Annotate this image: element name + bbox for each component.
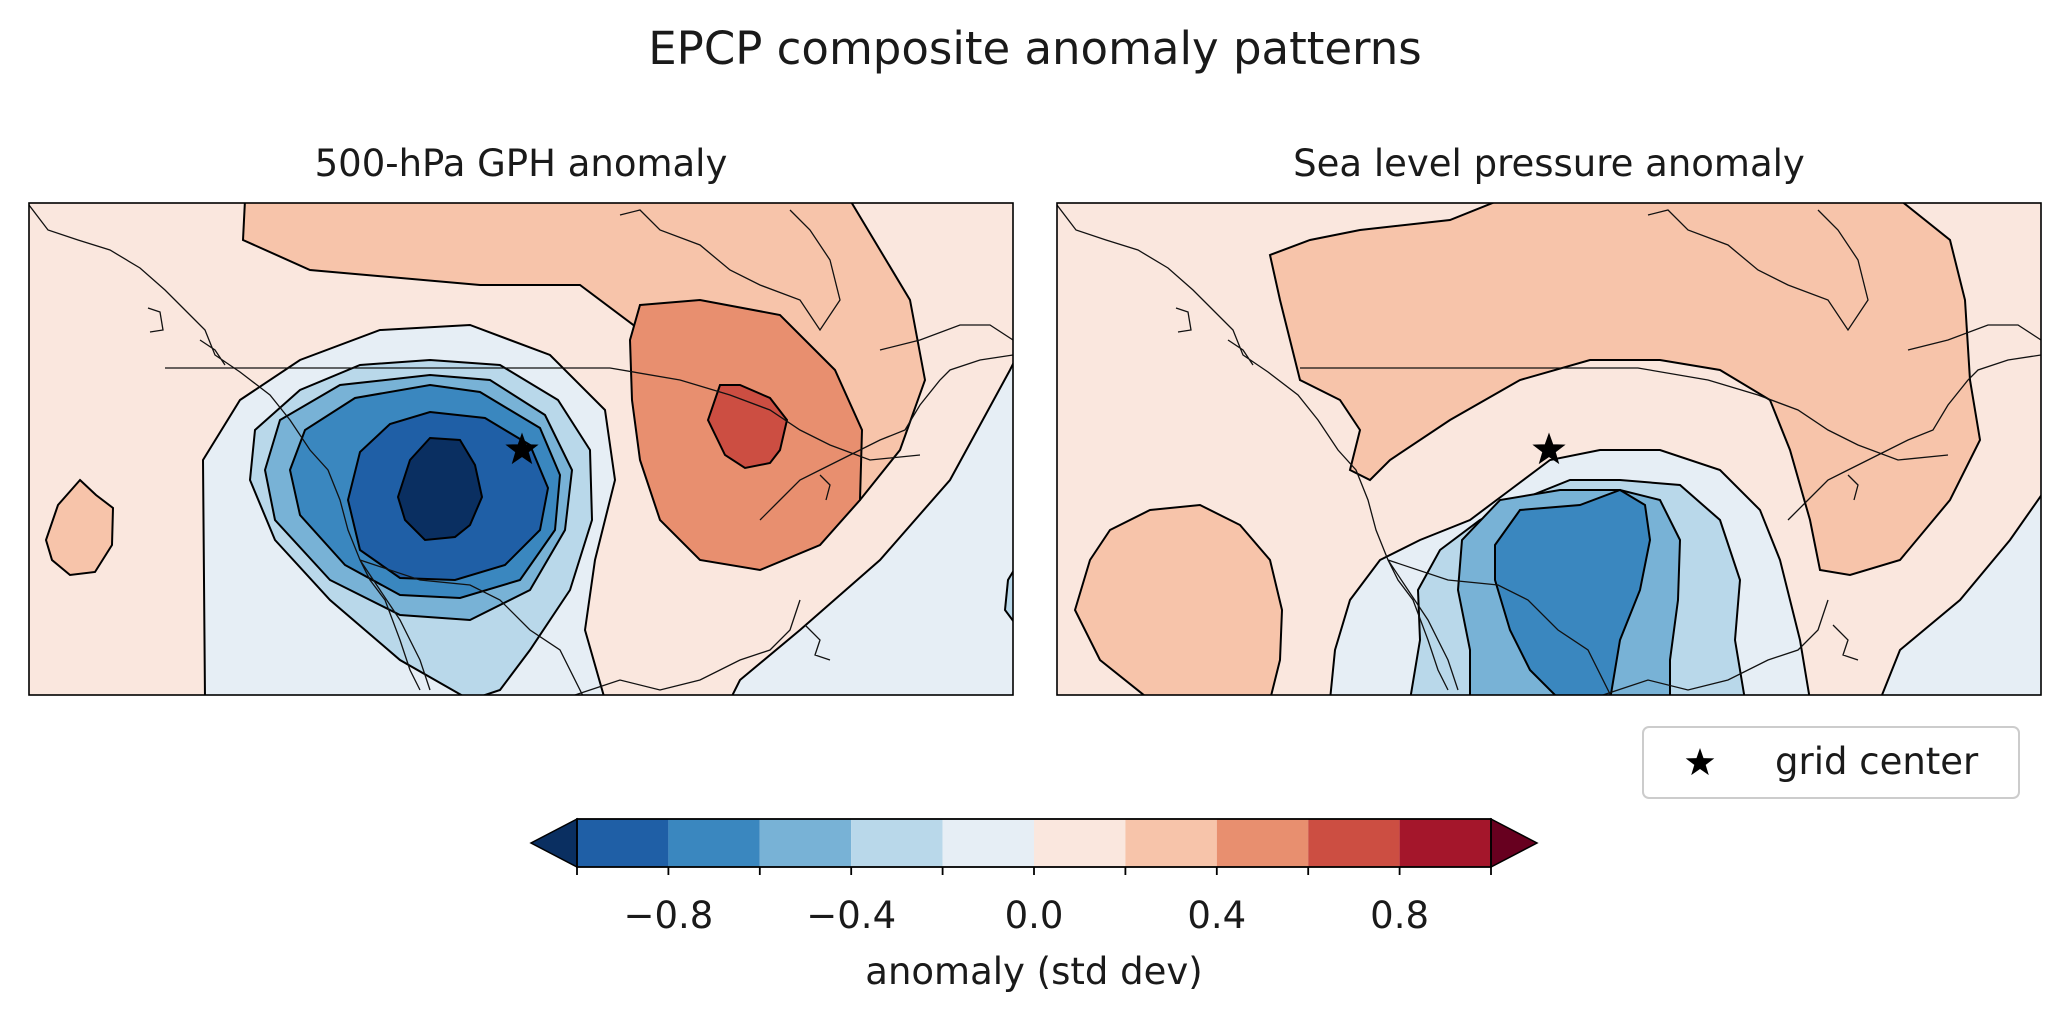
colorbar-cell: [942, 819, 1034, 867]
legend: grid center: [1642, 726, 2020, 799]
colorbar-tick-label: −0.8: [623, 894, 713, 937]
colorbar-cell: [1034, 819, 1126, 867]
colorbar-cell: [577, 819, 669, 867]
gph-west-high: [44, 478, 115, 577]
colorbar-cell: [1308, 819, 1400, 867]
colorbar-tick-label: 0.0: [1005, 894, 1064, 937]
colorbar-tick-label: −0.4: [806, 894, 896, 937]
colorbar-ticks: −0.8 −0.4 0.0 0.4 0.8: [576, 867, 1492, 937]
panel-gph: 500-hPa GPH anomaly: [28, 142, 1014, 696]
colorbar-cells: [577, 819, 1491, 867]
gph-east-edge-region: [1003, 569, 1013, 623]
colorbar: −0.8 −0.4 0.0 0.4 0.8 anomaly (std dev): [529, 817, 1539, 993]
slp-grid-center-star: [1532, 432, 1566, 465]
gph-grid-center-star: [505, 432, 539, 465]
panel-slp-title: Sea level pressure anomaly: [1293, 142, 1805, 185]
colorbar-label: anomaly (std dev): [865, 950, 1202, 993]
colorbar-cell: [851, 819, 943, 867]
panel-gph-title: 500-hPa GPH anomaly: [315, 142, 728, 185]
panel-slp-frame: [1056, 202, 2042, 696]
colorbar-cell: [1399, 819, 1491, 867]
colorbar-cell: [1125, 819, 1217, 867]
legend-box: [1642, 726, 2020, 799]
colorbar-cell: [1216, 819, 1309, 867]
gph-contour-field: [29, 203, 1013, 695]
panel-gph-frame: [28, 202, 1014, 696]
panel-slp: Sea level pressure anomaly: [1056, 142, 2042, 696]
gph-east-negative-region: [731, 361, 1013, 695]
gph-border-us-mexico: [359, 559, 584, 695]
slp-high-north-pacific: [1073, 503, 1284, 695]
slp-east-negative-region: [1880, 493, 2041, 695]
colorbar-tick-label: 0.4: [1187, 894, 1246, 937]
gph-low-1.0: [396, 436, 484, 542]
slp-low-0.6: [1494, 488, 1652, 695]
colorbar-extend-over: [1490, 817, 1539, 869]
legend-star-icon: [1685, 748, 1715, 776]
colorbar-extend-under: [529, 817, 578, 869]
gph-high-0.6: [706, 384, 789, 470]
colorbar-cell: [759, 819, 852, 867]
legend-label: grid center: [1775, 740, 1979, 783]
slp-coastline: [1057, 204, 2041, 695]
gph-border-us-canada: [165, 367, 921, 461]
slp-border-us-mexico: [1387, 559, 1612, 695]
colorbar-tick-label: 0.8: [1370, 894, 1429, 937]
slp-high-central-na: [1268, 203, 1982, 577]
gph-coastline: [29, 204, 1013, 695]
figure-title: EPCP composite anomaly patterns: [648, 22, 1421, 75]
slp-border-us-canada: [1300, 367, 1949, 461]
colorbar-cell: [668, 819, 760, 867]
